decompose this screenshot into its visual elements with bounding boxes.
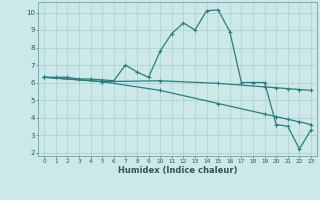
X-axis label: Humidex (Indice chaleur): Humidex (Indice chaleur) — [118, 166, 237, 175]
